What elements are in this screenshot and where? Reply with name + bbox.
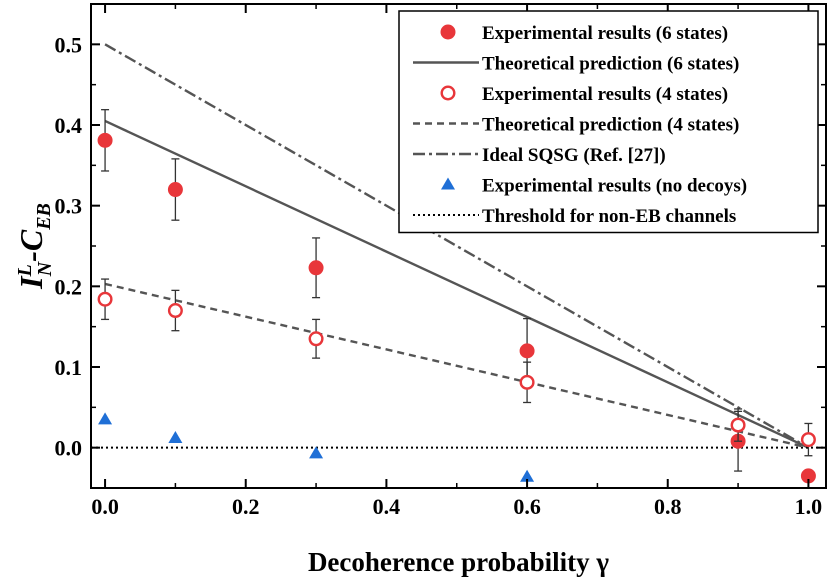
legend-label: Threshold for non-EB channels — [482, 206, 736, 227]
legend-marker-filled-circle — [440, 24, 456, 40]
data-point-triangle — [731, 496, 745, 508]
series-line-dashdot — [104, 43, 810, 449]
y-tick-label: 0.5 — [55, 32, 83, 57]
data-point-triangle — [309, 446, 324, 459]
x-tick-label: 0.0 — [91, 494, 119, 519]
y-axis-title-sub: N — [34, 260, 56, 277]
data-point-open-circle — [167, 303, 183, 319]
legend-label: Experimental results (6 states) — [482, 23, 728, 44]
legend-marker-open-circle — [440, 85, 456, 101]
legend-label: Theoretical prediction (4 states) — [482, 115, 739, 136]
x-tick-label: 0.8 — [654, 494, 682, 519]
data-point-open-circle — [800, 432, 816, 448]
legend-label: Experimental results (no decoys) — [482, 176, 747, 197]
data-point-filled-circle — [167, 182, 183, 198]
data-point-open-circle — [519, 374, 535, 390]
data-point-triangle — [520, 469, 535, 482]
data-point-triangle — [98, 412, 113, 425]
data-point-filled-circle — [519, 343, 535, 359]
x-tick-label: 1.0 — [795, 494, 823, 519]
y-tick-label: 0.2 — [55, 274, 83, 299]
data-point-open-circle — [308, 331, 324, 347]
series-line-dashed — [104, 282, 809, 449]
data-point-triangle — [168, 430, 183, 443]
y-axis-title-rest-sub: EB — [33, 203, 55, 231]
x-tick-label: 0.6 — [513, 494, 541, 519]
y-tick-label: 0.3 — [55, 194, 83, 219]
data-point-filled-circle — [308, 260, 324, 276]
y-tick-label: 0.1 — [55, 355, 83, 380]
series-line-solid — [104, 119, 809, 449]
data-point-open-circle — [97, 291, 113, 307]
y-axis-title-rest: -C — [13, 229, 49, 262]
y-axis-title: ILN-CEB — [13, 203, 56, 290]
x-tick-label: 0.2 — [232, 494, 260, 519]
legend-box — [398, 10, 819, 234]
y-tick-label: 0.4 — [55, 113, 83, 138]
legend-marker-triangle — [441, 177, 455, 190]
legend-label: Ideal SQSG (Ref. [27]) — [482, 145, 666, 166]
x-axis-title: Decoherence probability γ — [308, 547, 609, 577]
legend-label: Theoretical prediction (6 states) — [482, 54, 739, 75]
data-point-filled-circle — [97, 132, 113, 148]
x-tick-label: 0.4 — [373, 494, 401, 519]
y-tick-label: 0.0 — [55, 436, 83, 461]
y-axis-title-sup: L — [14, 264, 36, 277]
y-axis-title-base: I — [13, 275, 49, 290]
legend-label: Experimental results (4 states) — [482, 84, 728, 105]
data-point-open-circle — [730, 417, 746, 433]
